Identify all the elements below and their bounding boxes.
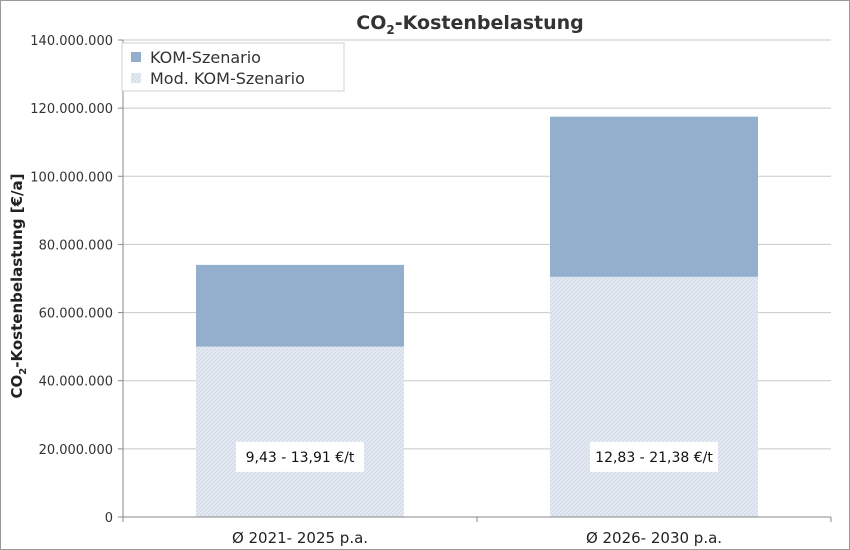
bar-mod-kom-szenario <box>196 346 404 517</box>
legend-label-kom: KOM-Szenario <box>150 48 261 67</box>
x-category-label: Ø 2021- 2025 p.a. <box>232 529 368 547</box>
y-tick-label: 20.000.000 <box>39 443 113 458</box>
x-category-labels: Ø 2021- 2025 p.a. Ø 2026- 2030 p.a. <box>232 529 722 547</box>
y-tick-label: 140.000.000 <box>30 34 113 49</box>
legend: KOM-Szenario Mod. KOM-Szenario <box>121 42 345 92</box>
x-category-label: Ø 2026- 2030 p.a. <box>586 529 722 547</box>
y-tick-label: 80.000.000 <box>39 238 113 253</box>
bar-mod-kom-szenario <box>550 276 758 517</box>
y-tick-label: 40.000.000 <box>39 375 113 390</box>
y-tick-label: 120.000.000 <box>30 102 113 117</box>
chart-title: CO2-Kostenbelastung <box>356 12 583 37</box>
legend-swatch-kom <box>131 52 141 62</box>
bar-kom-szenario <box>196 264 404 347</box>
legend-label-mod-kom: Mod. KOM-Szenario <box>150 69 305 88</box>
annotation-label: 9,43 - 13,91 €/t <box>246 450 355 466</box>
bar-kom-szenario <box>550 116 758 277</box>
y-tick-label: 60.000.000 <box>39 307 113 322</box>
annotation-box <box>236 441 364 472</box>
legend-swatch-mod-kom <box>131 73 141 83</box>
y-tick-label: 100.000.000 <box>30 170 113 185</box>
bars <box>196 116 758 517</box>
axes <box>122 40 832 522</box>
annotation-box <box>590 441 718 472</box>
bar-annotations: 9,43 - 13,91 €/t 12,83 - 21,38 €/t <box>236 441 718 472</box>
annotation-label: 12,83 - 21,38 €/t <box>595 450 713 466</box>
legend-box <box>121 42 345 92</box>
y-tick-labels: 0 20.000.000 40.000.000 60.000.000 80.000.00… <box>30 34 123 526</box>
y-axis-title: CO2-Kostenbelastung [€/a] <box>8 174 29 399</box>
y-tick-label: 0 <box>105 511 113 526</box>
